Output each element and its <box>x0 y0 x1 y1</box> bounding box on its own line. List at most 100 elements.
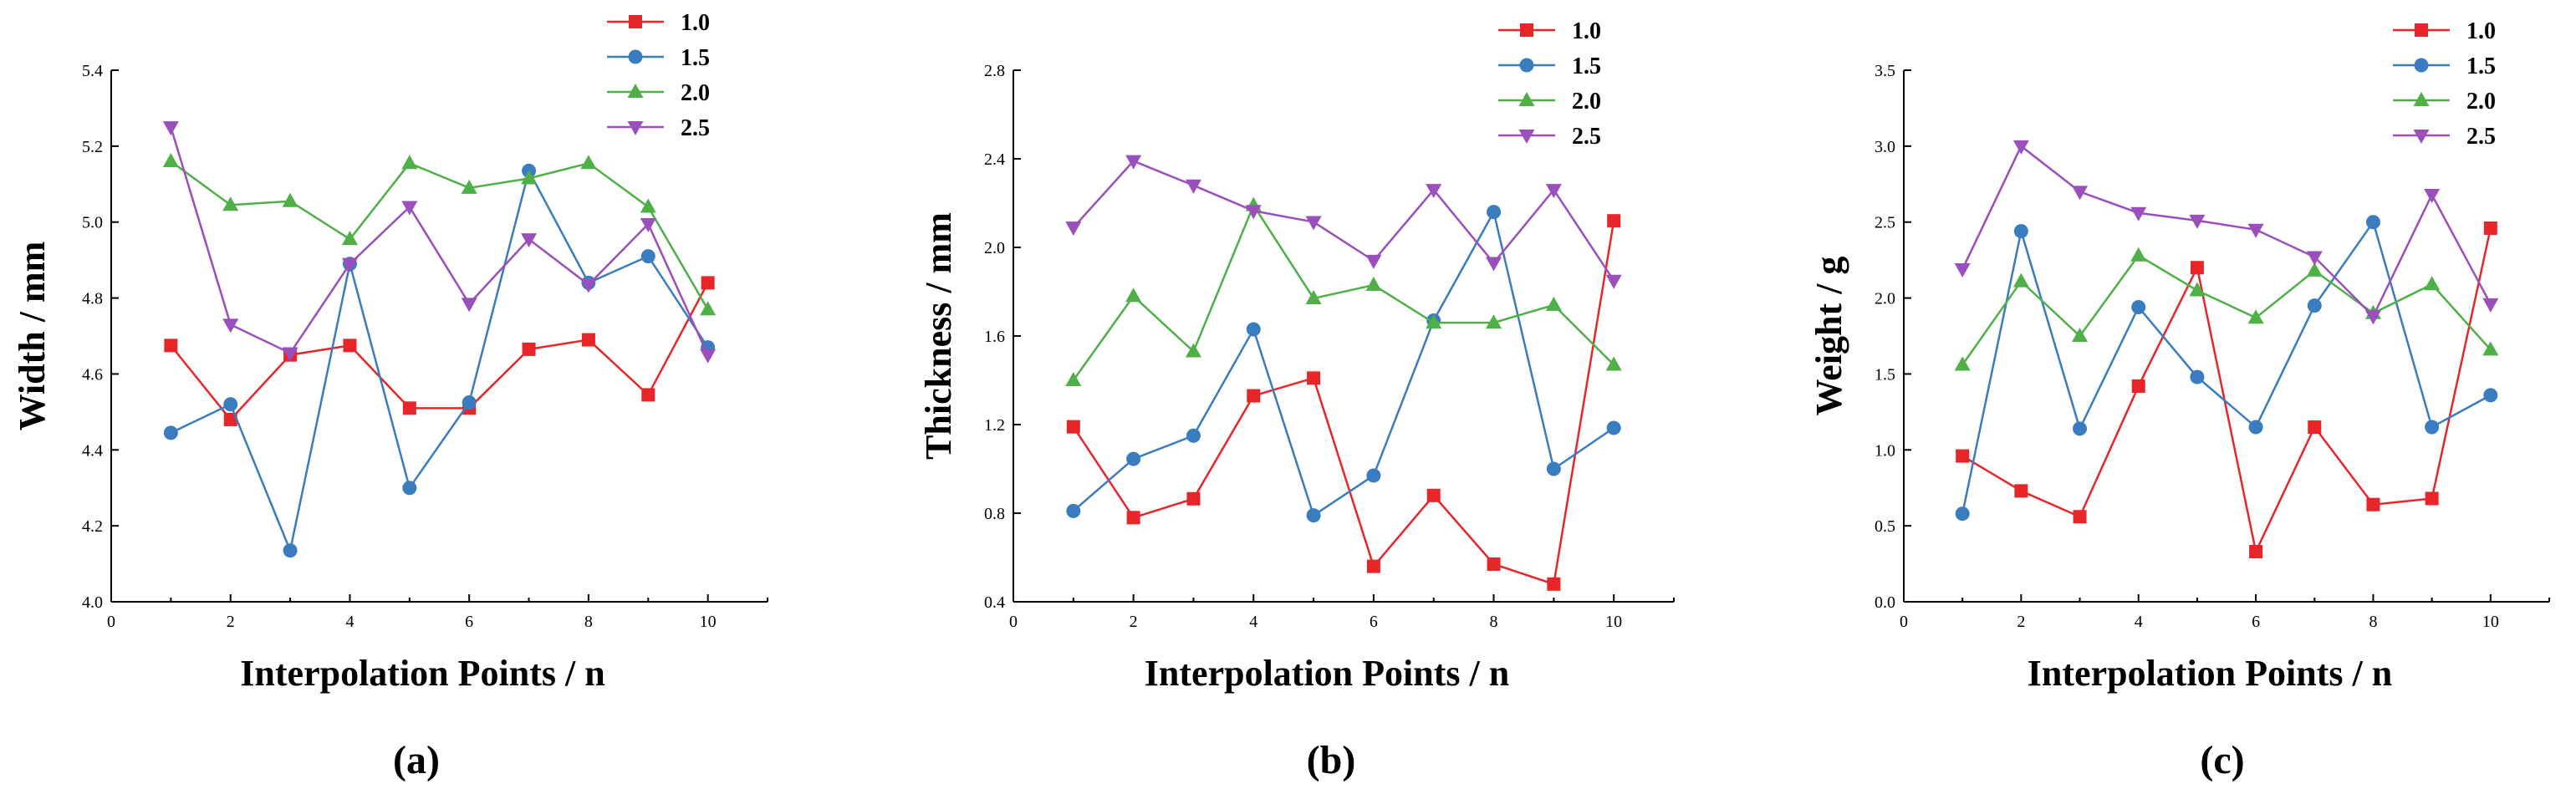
data-point <box>1487 557 1501 571</box>
y-tick-label: 1.0 <box>1875 441 1895 460</box>
y-tick-label: 1.5 <box>1875 365 1895 384</box>
x-tick-label: 10 <box>700 613 717 631</box>
data-point <box>1065 372 1082 386</box>
data-point <box>2364 310 2381 325</box>
chart-panel-2: 0.4 0.8 1.2 1.6 2.0 2.4 2.8 0 2 4 6 8 10 Interpolatio… <box>918 18 1675 782</box>
data-point <box>1547 577 1561 591</box>
y-axis-title: Thickness / mm <box>918 212 959 460</box>
x-tick-label: 0 <box>1900 613 1908 631</box>
legend-label: 1.0 <box>681 10 710 36</box>
legend-marker <box>628 49 643 64</box>
data-point <box>1954 356 1971 371</box>
series-line <box>170 126 709 356</box>
data-point <box>2247 223 2264 238</box>
data-point <box>1065 221 1082 237</box>
series-line <box>1961 227 2492 555</box>
data-point <box>1125 288 1142 303</box>
data-point <box>1486 257 1502 272</box>
y-tick-label: 1.6 <box>984 328 1005 346</box>
y-axis-title: Width / mm <box>12 242 53 431</box>
data-point <box>2131 299 2146 314</box>
legend-marker <box>1520 23 1533 37</box>
data-point <box>1185 343 1201 358</box>
series-line <box>1072 220 1615 586</box>
data-point <box>1186 491 1201 506</box>
y-tick-label: 3.0 <box>1875 138 1895 156</box>
data-point <box>222 318 239 333</box>
legend-marker <box>1519 58 1534 73</box>
data-point <box>1306 508 1321 523</box>
data-point <box>1185 179 1201 194</box>
data-point <box>1487 205 1502 220</box>
legend-label: 2.0 <box>1572 89 1601 115</box>
data-point <box>1546 461 1561 476</box>
data-point <box>223 397 238 412</box>
x-tick-label: 10 <box>1605 613 1622 631</box>
data-point <box>341 231 358 246</box>
data-point <box>1365 277 1382 292</box>
data-point <box>1305 289 1322 304</box>
x-tick-label: 8 <box>1490 613 1498 631</box>
series-line <box>170 160 709 310</box>
data-point <box>282 347 298 362</box>
y-tick-label: 0.0 <box>1875 593 1895 612</box>
legend-label: 2.5 <box>2466 124 2496 150</box>
data-point <box>402 481 417 496</box>
data-point <box>1247 389 1261 403</box>
data-point <box>1486 314 1502 329</box>
series-1.5 <box>1066 205 1621 523</box>
legend-label: 1.0 <box>2466 18 2496 44</box>
series-1.5 <box>163 163 716 558</box>
data-point <box>461 298 477 313</box>
legend-label: 1.0 <box>1572 18 1601 44</box>
data-point <box>2248 420 2263 435</box>
panel-label: (c) <box>2200 738 2244 782</box>
series-1.0 <box>1066 214 1621 591</box>
series-2.5 <box>162 121 717 364</box>
data-point <box>461 179 477 194</box>
y-tick-label: 4.4 <box>82 441 103 460</box>
x-tick-label: 8 <box>2369 613 2377 631</box>
y-tick-label: 2.5 <box>1875 214 1895 232</box>
data-point <box>700 301 717 316</box>
data-point <box>462 395 477 410</box>
legend-label: 2.0 <box>681 80 710 106</box>
series-line <box>1961 254 2492 366</box>
series-2.5 <box>1954 140 2499 325</box>
data-point <box>2424 276 2441 291</box>
series-2.0 <box>1065 196 1622 386</box>
x-tick-label: 2 <box>2017 613 2025 631</box>
x-tick-label: 2 <box>227 613 235 631</box>
data-point <box>2424 189 2441 204</box>
y-tick-label: 0.8 <box>984 505 1005 523</box>
data-point <box>1366 559 1380 573</box>
data-point <box>1366 468 1381 483</box>
data-point <box>222 196 239 211</box>
series-line <box>1961 144 2492 318</box>
data-point <box>2072 328 2089 342</box>
data-point <box>1605 274 1622 289</box>
x-axis-title: Interpolation Points / n <box>2028 653 2392 694</box>
data-point <box>2073 421 2088 436</box>
data-point <box>343 339 357 353</box>
data-point <box>1426 488 1441 502</box>
data-point <box>1426 314 1442 329</box>
series-2.0 <box>162 153 717 316</box>
x-axis-title: Interpolation Points / n <box>1145 653 1509 694</box>
data-point <box>2425 491 2439 506</box>
data-point <box>1545 184 1562 199</box>
y-tick-label: 1.2 <box>984 416 1005 435</box>
data-point <box>1245 205 1262 220</box>
legend-marker <box>1518 92 1535 106</box>
data-point <box>2131 379 2145 393</box>
data-point <box>2306 251 2323 266</box>
data-point <box>1954 263 1971 278</box>
data-point <box>2072 186 2089 201</box>
data-point <box>2483 388 2498 403</box>
series-line <box>1072 202 1615 381</box>
data-point <box>162 121 179 136</box>
x-tick-label: 0 <box>1009 613 1018 631</box>
data-point <box>1955 506 1970 522</box>
legend-marker <box>2413 130 2430 144</box>
data-point <box>2190 369 2205 384</box>
